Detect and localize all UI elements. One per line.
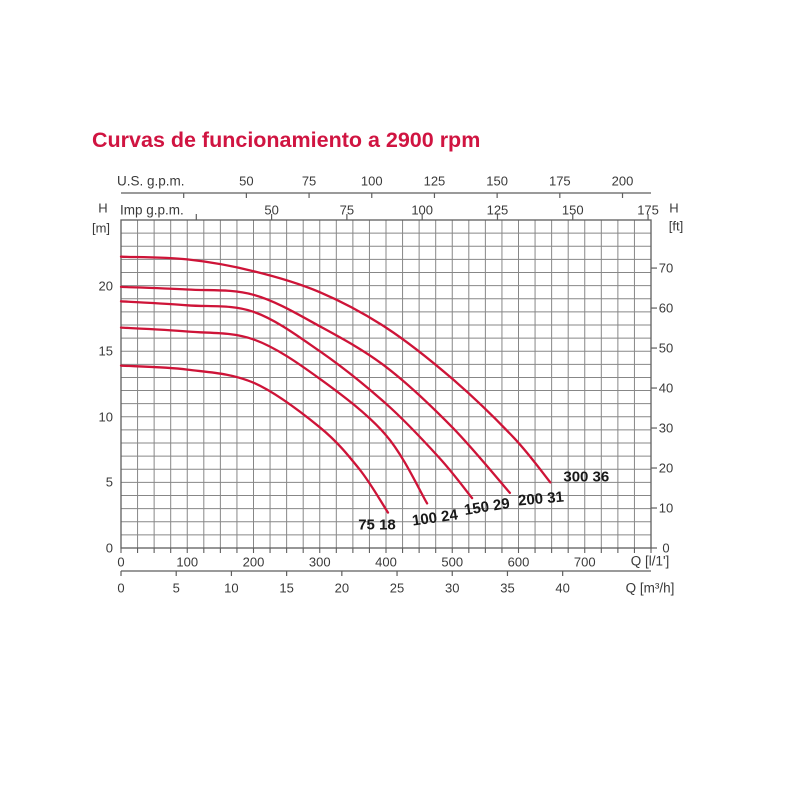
imp-gpm-tick-label-175: 175 bbox=[637, 202, 659, 218]
head-axis-unit-left: [m] bbox=[91, 220, 111, 236]
head-axis-unit-right: [ft] bbox=[668, 218, 684, 234]
flow-axis-title-m3h: Q [m³/h] bbox=[625, 580, 675, 596]
us-gpm-tick-label-200: 200 bbox=[611, 173, 634, 189]
us-gpm-tick-label-50: 50 bbox=[239, 173, 254, 189]
head-m-tick-label-10: 10 bbox=[98, 409, 113, 425]
us-gpm-tick-label-175: 175 bbox=[548, 173, 571, 189]
head-axis-title-right: H bbox=[669, 200, 679, 216]
curve-label-300-36: 300 36 bbox=[563, 468, 610, 486]
m3h-tick-label-25: 25 bbox=[389, 580, 405, 596]
head-ft-tick-label-0: 0 bbox=[662, 540, 670, 556]
lmin-tick-label-500: 500 bbox=[441, 554, 464, 570]
head-m-tick-label-20: 20 bbox=[98, 278, 113, 294]
head-ft-tick-label-20: 20 bbox=[658, 460, 674, 476]
head-ft-tick-label-60: 60 bbox=[658, 300, 674, 316]
lmin-tick-label-200: 200 bbox=[242, 554, 265, 570]
head-m-tick-label-0: 0 bbox=[105, 540, 113, 556]
m3h-tick-label-10: 10 bbox=[224, 580, 239, 596]
flow-axis-title-lmin: Q [l/1'] bbox=[630, 553, 670, 569]
us-gpm-tick-label-150: 150 bbox=[486, 173, 508, 189]
imp-gpm-tick-label-100: 100 bbox=[411, 202, 434, 218]
lmin-tick-label-600: 600 bbox=[507, 554, 530, 570]
head-m-tick-label-5: 5 bbox=[105, 474, 113, 490]
lmin-tick-label-0: 0 bbox=[117, 554, 125, 570]
m3h-tick-label-40: 40 bbox=[555, 580, 570, 596]
head-m-tick-label-15: 15 bbox=[98, 343, 113, 359]
m3h-tick-label-30: 30 bbox=[445, 580, 460, 596]
imp-gpm-tick-label-150: 150 bbox=[561, 202, 584, 218]
imp-gpm-axis-title: Imp g.p.m. bbox=[120, 202, 184, 218]
imp-gpm-tick-label-75: 75 bbox=[339, 202, 355, 218]
lmin-tick-label-400: 400 bbox=[375, 554, 397, 570]
curve-label-75-18: 75 18 bbox=[358, 516, 396, 534]
m3h-tick-label-5: 5 bbox=[172, 580, 180, 596]
head-ft-tick-label-40: 40 bbox=[658, 380, 674, 396]
head-ft-tick-label-70: 70 bbox=[658, 260, 674, 276]
head-ft-tick-label-30: 30 bbox=[658, 420, 674, 436]
us-gpm-tick-label-75: 75 bbox=[301, 173, 317, 189]
m3h-tick-label-20: 20 bbox=[334, 580, 350, 596]
curve-200-31 bbox=[119, 285, 512, 495]
chart-title: Curvas de funcionamiento a 2900 rpm bbox=[92, 128, 481, 152]
lmin-tick-label-700: 700 bbox=[573, 554, 596, 570]
us-gpm-axis-title: U.S. g.p.m. bbox=[117, 173, 185, 189]
head-ft-tick-label-10: 10 bbox=[658, 500, 674, 516]
us-gpm-tick-label-100: 100 bbox=[360, 173, 383, 189]
curve-150-29 bbox=[119, 300, 474, 500]
head-axis-title-left: H bbox=[98, 200, 108, 216]
imp-gpm-tick-label-125: 125 bbox=[486, 202, 509, 218]
m3h-tick-label-0: 0 bbox=[117, 580, 125, 596]
curve-label-200-31: 200 31 bbox=[517, 488, 565, 510]
lmin-tick-label-100: 100 bbox=[176, 554, 199, 570]
us-gpm-tick-label-125: 125 bbox=[423, 173, 446, 189]
m3h-tick-label-35: 35 bbox=[500, 580, 515, 596]
curve-300-36 bbox=[119, 255, 552, 484]
imp-gpm-tick-label-50: 50 bbox=[264, 202, 279, 218]
lmin-tick-label-300: 300 bbox=[308, 554, 331, 570]
m3h-tick-label-15: 15 bbox=[279, 580, 294, 596]
head-ft-tick-label-50: 50 bbox=[658, 340, 674, 356]
curve-100-24 bbox=[119, 326, 429, 505]
curve-75-18 bbox=[119, 364, 390, 514]
